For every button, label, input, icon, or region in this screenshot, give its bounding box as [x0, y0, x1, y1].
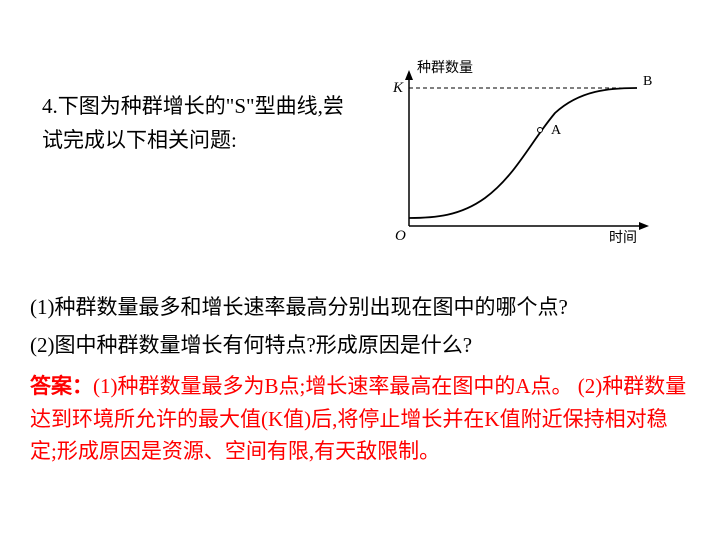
point-a-label: A	[551, 123, 562, 138]
question-intro-text: 下图为种群增长的"S"型曲线,尝试完成以下相关问题:	[42, 94, 344, 152]
answer-block: 答案：(1)种群数量最多为B点;增长速率最高在图中的A点。 (2)种群数量达到环…	[30, 370, 690, 468]
s-curve	[409, 88, 637, 218]
origin-label: O	[395, 228, 406, 244]
point-a-marker	[538, 128, 543, 133]
x-axis-label: 时间	[609, 230, 637, 246]
question-number: 4.	[42, 94, 58, 118]
point-b-label: B	[643, 74, 652, 89]
answer-text-1: (1)种群数量最多为B点;增长速率最高在图中的A点。	[93, 374, 573, 398]
sub-question-2: (2)图中种群数量增长有何特点?形成原因是什么?	[30, 328, 690, 364]
y-axis-arrow	[405, 70, 413, 80]
answer-label: 答案：	[30, 374, 93, 398]
y-axis-label: 种群数量	[417, 60, 473, 76]
chart-svg: A B K O 种群数量 时间	[375, 58, 665, 248]
x-axis-arrow	[639, 222, 649, 230]
k-label: K	[392, 80, 404, 96]
sub-question-1: (1)种群数量最多和增长速率最高分别出现在图中的哪个点?	[30, 290, 690, 326]
s-curve-chart: A B K O 种群数量 时间	[375, 58, 665, 248]
question-intro: 4.下图为种群增长的"S"型曲线,尝试完成以下相关问题:	[42, 90, 352, 157]
sub-questions: (1)种群数量最多和增长速率最高分别出现在图中的哪个点? (2)图中种群数量增长…	[30, 290, 690, 365]
